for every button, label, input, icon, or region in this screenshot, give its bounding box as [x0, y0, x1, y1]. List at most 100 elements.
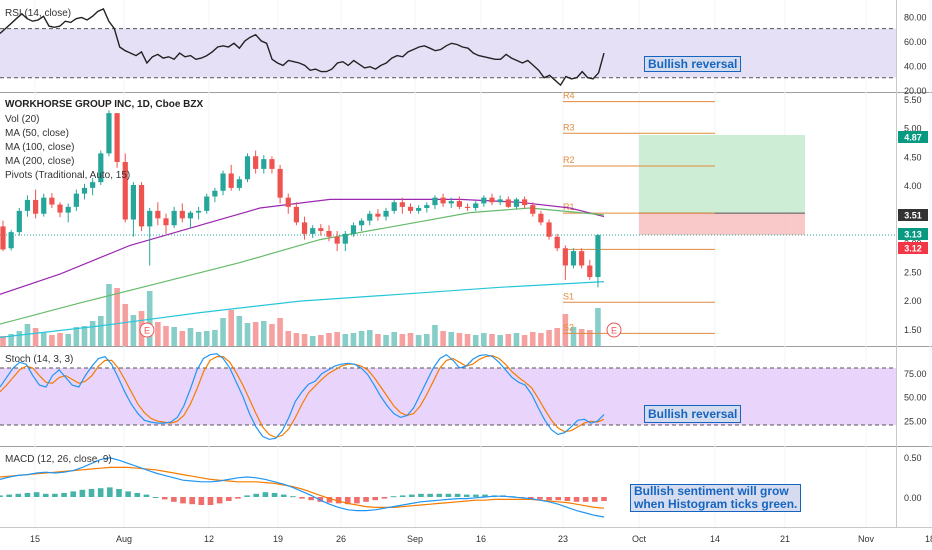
price-tick-label: 4.50: [904, 152, 922, 162]
trade-target-zone: [639, 134, 805, 214]
price-tag: [898, 131, 928, 143]
candle: [24, 199, 31, 211]
macd-histogram-bar: [88, 489, 95, 497]
price-legend-item: MA (100, close): [5, 142, 74, 153]
volume-bar: [366, 330, 373, 346]
candle: [179, 210, 185, 219]
volume-bar: [513, 333, 520, 346]
volume-bar: [106, 284, 112, 346]
price-tick-label: 1.50: [904, 325, 922, 335]
stoch-tick-label: 25.00: [904, 416, 927, 426]
volume-bar: [391, 332, 397, 346]
time-tick-label: 26: [336, 534, 346, 544]
macd-histogram-bar: [344, 497, 351, 505]
volume-bar: [448, 332, 455, 346]
volume-bar: [146, 291, 153, 346]
earnings-marker-label: E: [611, 326, 617, 336]
volume-bar: [489, 334, 495, 346]
volume-bar: [57, 333, 63, 346]
macd-histogram-bar: [482, 494, 488, 497]
candle: [301, 222, 308, 234]
price-tick-label: 4.00: [904, 181, 922, 191]
time-tick-label: 15: [30, 534, 40, 544]
candle: [293, 206, 299, 223]
macd-histogram-bar: [42, 493, 49, 497]
volume-bar: [171, 327, 177, 346]
price-tick-label: 5.00: [904, 124, 922, 134]
volume-bar: [81, 326, 88, 346]
candle: [367, 213, 373, 221]
volume-bar: [472, 335, 479, 346]
time-tick-label: 18: [925, 534, 932, 544]
price-legend-item: Pivots (Traditional, Auto, 15): [5, 170, 130, 181]
macd-histogram-bar: [427, 493, 433, 497]
macd-histogram-bar: [555, 497, 562, 501]
volume-bar: [562, 314, 569, 346]
stoch-annotation[interactable]: Bullish reversal: [644, 405, 742, 423]
macd-histogram-bar: [207, 497, 214, 505]
macd-histogram-bar: [52, 493, 58, 497]
candle: [530, 205, 536, 214]
rsi-tick-label: 60.00: [904, 37, 927, 47]
macd-title: MACD (12, 26, close, 9): [5, 454, 112, 465]
candle: [497, 199, 503, 203]
candle: [212, 190, 218, 197]
candle: [546, 222, 552, 237]
macd-annotation[interactable]: Bullish sentiment will grow when Histogr…: [630, 484, 802, 512]
candle: [106, 113, 112, 154]
volume-bar: [220, 318, 226, 346]
volume-bar: [326, 333, 332, 346]
price-tag: [898, 209, 928, 221]
macd-signal-line: [0, 466, 605, 509]
candle: [220, 173, 226, 191]
macd-histogram-bar: [409, 494, 415, 497]
candle: [456, 201, 462, 207]
macd-histogram-bar: [134, 493, 141, 497]
macd-histogram-bar: [546, 497, 552, 501]
macd-histogram-bar: [308, 497, 314, 501]
macd-histogram-bar: [463, 494, 470, 497]
volume-bar: [236, 316, 243, 346]
macd-histogram-bar: [33, 492, 40, 497]
candle: [310, 228, 316, 234]
price-title: WORKHORSE GROUP INC, 1D, Cboe BZX: [5, 99, 203, 110]
volume-bar: [179, 331, 186, 346]
macd-histogram-bar: [125, 491, 131, 497]
pivot-label: R2: [563, 155, 575, 165]
macd-histogram-bar: [573, 497, 580, 502]
candle: [253, 156, 259, 169]
pivot-label: R1: [563, 202, 575, 212]
macd-histogram-bar: [70, 491, 77, 497]
price-tag-label: 3.51: [904, 211, 922, 221]
macd-histogram-bar: [537, 497, 543, 500]
candle: [81, 187, 88, 194]
macd-histogram-bar: [225, 497, 232, 501]
candle: [171, 210, 177, 226]
macd-histogram-bar: [335, 497, 342, 504]
price-tag: [898, 242, 928, 254]
time-tick-label: 19: [273, 534, 283, 544]
rsi-annotation[interactable]: Bullish reversal: [644, 56, 742, 72]
candle: [579, 251, 585, 266]
macd-histogram-bar: [15, 493, 22, 497]
volume-bar: [293, 333, 300, 346]
macd-histogram-bar: [564, 497, 571, 501]
volume-bar: [0, 336, 6, 346]
volume-bar: [244, 323, 251, 346]
volume-bar: [212, 330, 218, 346]
macd-histogram-bar: [381, 497, 388, 499]
price-tag-label: 4.87: [904, 133, 922, 143]
stoch-k-line: [0, 353, 605, 440]
macd-histogram-bar: [97, 488, 104, 497]
earnings-marker-label: E: [144, 326, 150, 336]
macd-histogram-bar: [107, 487, 113, 497]
macd-histogram-bar: [189, 497, 195, 505]
candle: [505, 199, 511, 207]
time-tick-label: 12: [204, 534, 214, 544]
volume-bar: [424, 334, 430, 346]
candle: [416, 208, 422, 211]
time-tick-label: 21: [780, 534, 790, 544]
candle: [318, 228, 324, 231]
volume-bar: [538, 333, 544, 346]
